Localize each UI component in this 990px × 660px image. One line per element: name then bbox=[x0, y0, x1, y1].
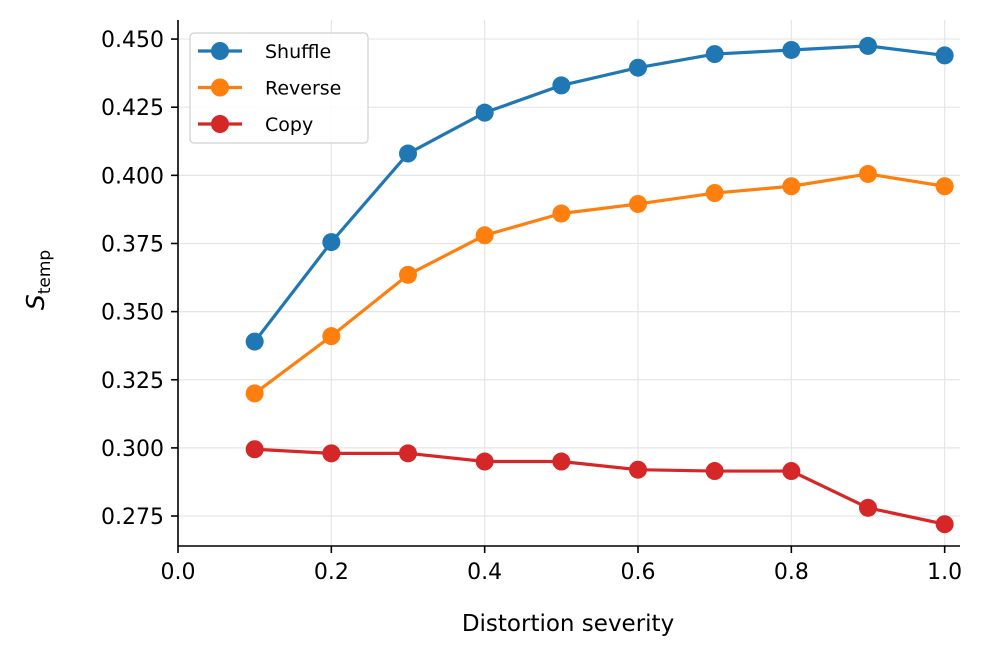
data-point-copy bbox=[475, 452, 494, 471]
y-tick-label: 0.350 bbox=[101, 301, 164, 326]
y-tick-label: 0.375 bbox=[101, 232, 164, 257]
x-axis-label: Distortion severity bbox=[462, 611, 674, 637]
x-tick-label: 0.2 bbox=[314, 560, 349, 585]
data-point-reverse bbox=[859, 164, 877, 183]
axes: 0.0 0.2 0.4 0.6 0.8 1.0 0.275 0.300 0.325 0.350 0.… bbox=[101, 20, 962, 585]
legend-label-shuffle: Shuffle bbox=[265, 41, 331, 63]
data-point-copy bbox=[705, 462, 724, 481]
y-axis-label: Stemp bbox=[21, 250, 55, 310]
data-point-reverse bbox=[475, 226, 494, 245]
series-line-shuffle bbox=[253, 44, 945, 343]
data-point-copy bbox=[552, 452, 571, 471]
legend-box bbox=[189, 32, 369, 144]
data-point-shuffle bbox=[935, 46, 954, 65]
data-point-copy bbox=[245, 440, 264, 459]
legend-label-copy: Copy bbox=[265, 114, 313, 136]
data-point-copy bbox=[782, 462, 801, 481]
series-line-copy bbox=[254, 447, 946, 526]
y-axis-label-subscript: temp bbox=[35, 250, 55, 294]
x-tick-label: 0.6 bbox=[621, 560, 656, 585]
y-tick-label: 0.450 bbox=[101, 28, 164, 53]
y-tick-label: 0.425 bbox=[101, 96, 164, 121]
data-point-shuffle bbox=[399, 144, 417, 163]
data-point-copy bbox=[399, 444, 417, 463]
data-point-shuffle bbox=[705, 45, 724, 64]
legend-marker-shuffle bbox=[211, 42, 229, 60]
data-point-copy bbox=[859, 498, 877, 517]
data-point-shuffle bbox=[629, 58, 647, 77]
data-point-reverse bbox=[245, 384, 264, 403]
data-point-shuffle bbox=[245, 332, 264, 351]
y-tick-label: 0.300 bbox=[101, 437, 164, 462]
x-tick-label: 0.0 bbox=[161, 560, 196, 585]
grid bbox=[177, 20, 960, 546]
data-point-reverse bbox=[935, 177, 954, 196]
data-point-copy bbox=[322, 444, 341, 463]
data-point-reverse bbox=[782, 177, 801, 196]
data-point-reverse bbox=[629, 194, 647, 213]
legend: Shuffle Reverse Copy bbox=[189, 32, 369, 144]
y-axis-label-main: S bbox=[21, 294, 50, 310]
data-point-shuffle bbox=[322, 233, 341, 252]
data-point-reverse bbox=[399, 265, 417, 284]
data-point-reverse bbox=[322, 327, 341, 346]
data-point-copy bbox=[629, 460, 647, 479]
y-tick-label: 0.400 bbox=[101, 164, 164, 189]
data-point-reverse bbox=[552, 204, 571, 223]
data-point-shuffle bbox=[475, 103, 494, 122]
data-point-shuffle bbox=[859, 36, 877, 55]
legend-label-reverse: Reverse bbox=[265, 78, 341, 100]
series-line-reverse bbox=[253, 172, 945, 395]
data-point-reverse bbox=[705, 184, 724, 203]
data-point-copy bbox=[935, 515, 954, 534]
data-point-shuffle bbox=[782, 40, 801, 59]
x-tick-label: 0.4 bbox=[467, 560, 502, 585]
x-tick-label: 0.8 bbox=[774, 560, 809, 585]
y-tick-label: 0.325 bbox=[101, 369, 164, 394]
legend-marker-copy bbox=[211, 115, 229, 133]
series-group bbox=[245, 36, 954, 534]
x-tick-label: 1.0 bbox=[927, 560, 962, 585]
legend-marker-reverse bbox=[211, 78, 229, 97]
data-point-shuffle bbox=[552, 76, 571, 95]
y-tick-label: 0.275 bbox=[101, 505, 164, 530]
